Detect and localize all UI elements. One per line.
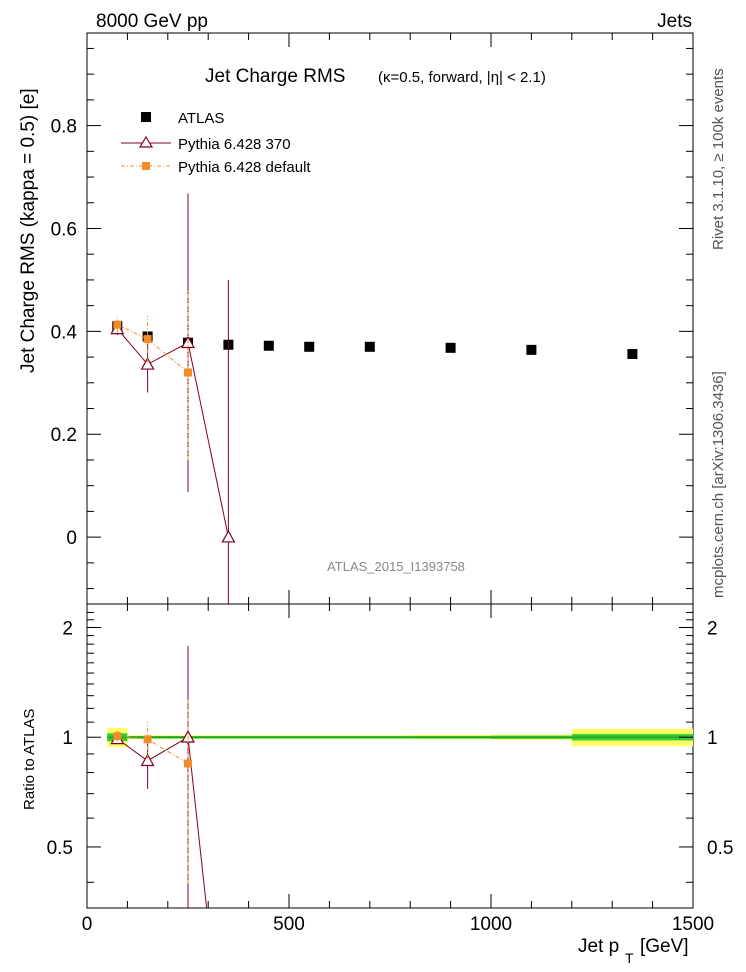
x-axis-label-unit: [GeV] bbox=[640, 936, 689, 957]
pythia-370-point bbox=[221, 529, 236, 543]
ratio-y-tick-label-left: 2 bbox=[62, 618, 73, 639]
ratio-pythia-370-line bbox=[117, 736, 208, 909]
ratio-data-layer bbox=[110, 645, 208, 909]
legend-marker-atlas bbox=[141, 112, 151, 122]
main-plot-panel: Jet Charge RMS (κ=0.5, forward, |η| < 2.… bbox=[18, 32, 694, 605]
ratio-tick-labels: 0.5 0.5 1 1 2 2 0 500 1000 1500 bbox=[47, 618, 734, 935]
main-y-tick-label: 0.4 bbox=[51, 322, 78, 343]
y-axis-label-main: Jet Charge RMS (kappa = 0.5) [e] bbox=[18, 88, 39, 373]
ratio-pythia-default-point bbox=[184, 759, 192, 768]
chart-title: Jet Charge RMS bbox=[205, 66, 345, 87]
pythia-370-point bbox=[140, 357, 155, 370]
atlas-point bbox=[445, 342, 456, 353]
pythia-default-point bbox=[113, 320, 122, 329]
x-axis-label-subscript: T bbox=[625, 950, 634, 966]
ratio-y-tick-label-right: 1 bbox=[707, 728, 718, 749]
x-tick-label: 500 bbox=[273, 914, 305, 935]
pythia-370-line bbox=[116, 328, 229, 538]
atlas-point bbox=[364, 341, 375, 352]
pythia-default-point bbox=[143, 335, 152, 344]
x-tick-label: 1000 bbox=[470, 914, 512, 935]
atlas-point bbox=[304, 341, 315, 352]
legend-label-atlas: ATLAS bbox=[178, 110, 224, 127]
rivet-label: Rivet 3.1.10, ≥ 100k events bbox=[710, 68, 727, 250]
pythia-default-point bbox=[184, 368, 192, 377]
ratio-pythia-default-line bbox=[117, 735, 189, 764]
ratio-y-tick-label-left: 0.5 bbox=[47, 838, 73, 859]
ratio-pythia-default-point bbox=[113, 732, 122, 741]
legend: ATLAS Pythia 6.428 370 Pythia 6.428 defa… bbox=[121, 110, 311, 176]
energy-label: 8000 GeV pp bbox=[96, 11, 208, 32]
main-y-tick-label: 0.6 bbox=[51, 219, 77, 240]
main-axis-ticks bbox=[86, 33, 694, 604]
ratio-y-tick-label-right: 2 bbox=[707, 618, 718, 639]
legend-marker-pythia-370 bbox=[138, 135, 154, 148]
main-data-layer bbox=[110, 193, 638, 604]
x-axis-title: Jet p T [GeV] bbox=[578, 936, 689, 966]
legend-entry-pythia-default: Pythia 6.428 default bbox=[121, 159, 311, 176]
ratio-plot-frame bbox=[86, 603, 694, 909]
ratio-pythia-default-point bbox=[143, 735, 152, 744]
ratio-y-tick-label-right: 0.5 bbox=[707, 838, 733, 859]
mcplots-label: mcplots.cern.ch [arXiv:1306.3436] bbox=[710, 371, 727, 598]
atlas-point bbox=[526, 344, 537, 355]
legend-label-pythia-default: Pythia 6.428 default bbox=[178, 159, 311, 176]
ratio-pythia-370-point bbox=[140, 753, 155, 767]
main-tick-labels: 0 0.2 0.4 0.6 0.8 bbox=[51, 117, 78, 550]
category-label: Jets bbox=[657, 11, 692, 32]
x-tick-label: 0 bbox=[82, 914, 93, 935]
ratio-y-tick-label-left: 1 bbox=[62, 728, 73, 749]
y-axis-label-ratio: Ratio to ATLAS bbox=[21, 709, 38, 810]
chart-subtitle: (κ=0.5, forward, |η| < 2.1) bbox=[378, 69, 546, 86]
legend-entry-pythia-370: Pythia 6.428 370 bbox=[121, 135, 291, 153]
analysis-watermark: ATLAS_2015_I1393758 bbox=[327, 559, 465, 574]
x-tick-label: 1500 bbox=[672, 914, 714, 935]
x-axis-label-jet: Jet p bbox=[578, 936, 619, 957]
main-y-tick-label: 0.8 bbox=[51, 117, 77, 138]
atlas-point bbox=[627, 348, 638, 359]
legend-entry-atlas: ATLAS bbox=[141, 110, 224, 127]
atlas-point bbox=[263, 340, 274, 351]
main-y-tick-label: 0 bbox=[66, 528, 77, 549]
ratio-reference-band bbox=[107, 727, 693, 748]
legend-marker-pythia-default bbox=[142, 162, 150, 170]
legend-label-pythia-370: Pythia 6.428 370 bbox=[178, 136, 291, 153]
main-y-tick-label: 0.2 bbox=[51, 425, 77, 446]
ratio-axis-ticks bbox=[86, 604, 694, 908]
ratio-plot-panel: 0.5 0.5 1 1 2 2 0 500 1000 1500 Ratio to ATLAS bbox=[21, 603, 734, 935]
